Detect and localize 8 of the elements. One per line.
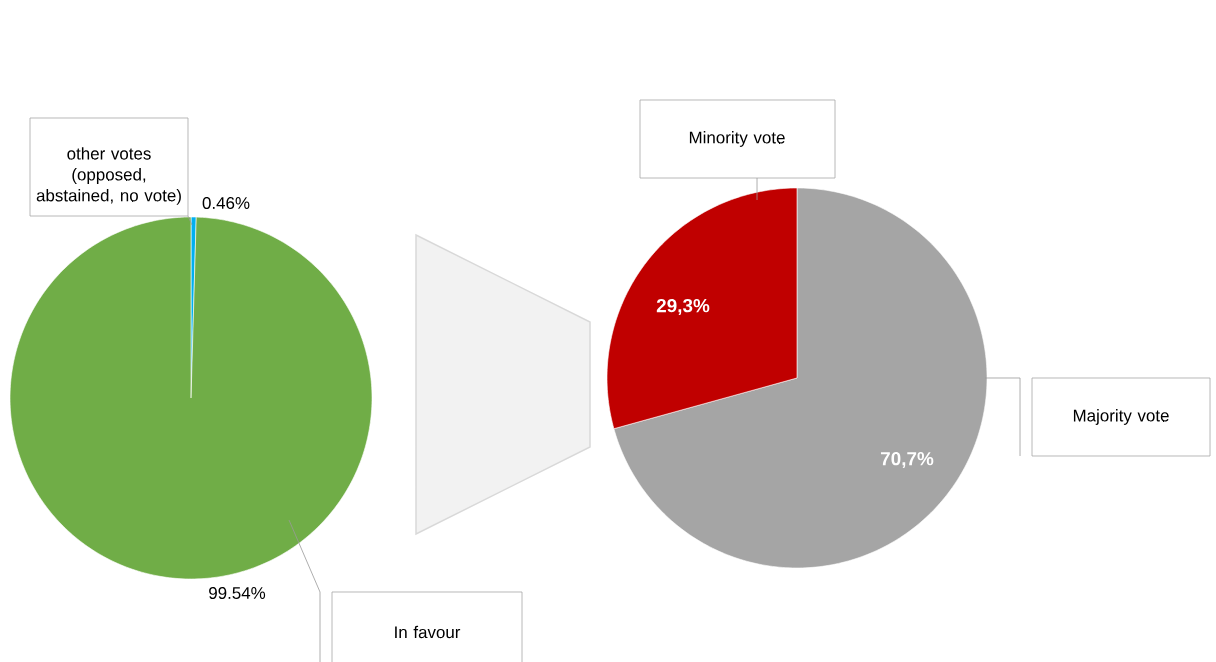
slice-label: Majority vote (1073, 409, 1169, 425)
data-label: 0.46% (202, 197, 250, 210)
data-label: 70,7% (880, 451, 934, 469)
data-label: 99.54% (209, 586, 266, 599)
slice-label: In favour (395, 625, 461, 639)
slice-label: Minority vote (689, 131, 785, 147)
data-label: 29,3% (656, 298, 710, 316)
slice-label: other votes (opposed, abstained, no vote) (36, 147, 181, 205)
